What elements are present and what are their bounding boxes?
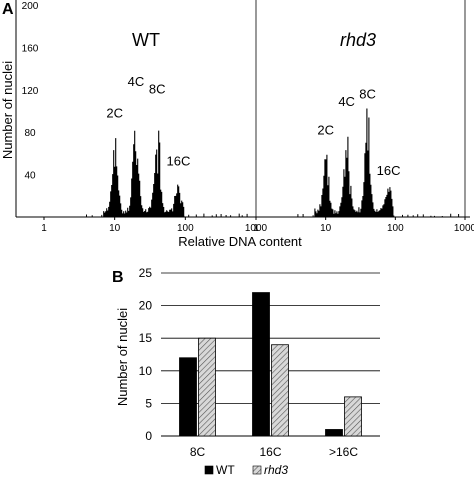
panel-a-ylabel: Number of nuclei [0, 61, 15, 159]
rhd3-histogram [314, 108, 394, 217]
wt-peak-label-2: 8C [149, 81, 166, 96]
wt-peak-label-0: 2C [106, 106, 123, 121]
panel-b-ylabel: Number of nuclei [115, 308, 130, 406]
rhd3-peak-label-2: 8C [359, 87, 376, 102]
panel-a-ytick-label: 80 [24, 128, 36, 139]
panel-b-legend: WT rhd3 [204, 463, 288, 477]
rhd3-peak-label-0: 2C [317, 123, 334, 138]
panel-b-plot: 0 5 10 15 20 25 8C 16C >16C [139, 266, 380, 459]
wt-peak-label-1: 4C [128, 74, 145, 89]
panel-a-xtick-label: 1000 [245, 223, 268, 234]
panel-a-plots: 1 10 100 1000 40 80 120 160 200 2C 4C 8C 16C 1 10 100 10… [22, 1, 474, 234]
panel-a-xlabel: Relative DNA content [178, 234, 302, 249]
rhd3-peak-label-3: 16C [377, 163, 401, 178]
bar-wt-0 [179, 357, 197, 437]
panel-b-xtick-label: >16C [329, 445, 358, 459]
legend-label-wt: WT [216, 463, 235, 477]
wt-title: WT [132, 30, 160, 50]
panel-a-xtick-label: 100 [177, 223, 194, 234]
panel-a-ytick-label: 120 [22, 86, 39, 97]
bar-rhd3-2 [344, 396, 362, 437]
bar-rhd3-0 [198, 337, 216, 437]
bar-wt-1 [252, 292, 270, 437]
panel-a-xtick-label: 1 [253, 223, 259, 234]
legend-swatch-wt [204, 465, 214, 475]
legend-label-rhd3: rhd3 [264, 463, 288, 477]
panel-b-ytick-label: 10 [139, 364, 153, 378]
wt-histogram-noise [86, 213, 248, 217]
panel-a-xtick-label: 1 [41, 223, 47, 234]
panel-a-xtick-label: 1000 [454, 223, 474, 234]
wt-peak-label-3: 16C [167, 153, 191, 168]
panel-b-xtick-label: 8C [190, 445, 206, 459]
bar-rhd3-1 [271, 344, 289, 437]
rhd3-histogram-noise [297, 213, 460, 217]
wt-histogram [103, 130, 185, 217]
panel-b-ytick-label: 25 [139, 266, 153, 280]
panel-a-xtick-label: 10 [109, 223, 121, 234]
panel-a-letter: A [2, 1, 14, 18]
panel-a-ytick-label: 40 [24, 171, 36, 182]
panel-b-ytick-label: 5 [145, 396, 152, 410]
legend-swatch-rhd3 [252, 465, 262, 475]
panel-b-ytick-label: 15 [139, 331, 153, 345]
panel-b-xtick-label: 16C [259, 445, 281, 459]
bar-wt-2 [325, 429, 343, 437]
panel-a-ytick-label: 160 [22, 43, 39, 54]
rhd3-peak-label-1: 4C [338, 94, 355, 109]
panel-b-ytick-label: 0 [145, 429, 152, 443]
rhd3-title: rhd3 [340, 30, 376, 50]
panel-b-letter: B [112, 269, 124, 286]
panel-a-ytick-label: 200 [22, 1, 39, 12]
panel-a-xtick-label: 100 [387, 223, 404, 234]
panel-a-xtick-label: 10 [320, 223, 332, 234]
panel-b-ytick-label: 20 [139, 299, 153, 313]
